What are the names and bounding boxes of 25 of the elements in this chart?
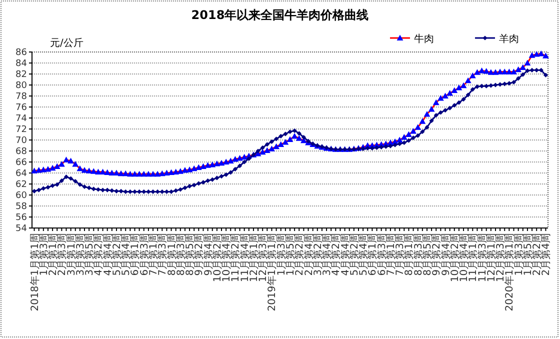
- y-tick-label: 62: [16, 180, 27, 190]
- x-tick-label: 6月第3周: [138, 233, 150, 276]
- y-tick-label: 58: [16, 202, 28, 212]
- y-tick-label: 82: [16, 70, 27, 80]
- y-tick-label: 60: [16, 191, 28, 201]
- y-tick-label: 66: [16, 158, 28, 168]
- y-tick-label: 78: [16, 92, 28, 102]
- y-tick-label: 74: [16, 114, 28, 124]
- y-tick-label: 68: [16, 147, 28, 157]
- y-tick-label: 72: [16, 125, 27, 135]
- legend-label: 羊肉: [499, 33, 519, 45]
- y-tick-label: 84: [16, 59, 28, 69]
- y-tick-label: 76: [16, 103, 28, 113]
- chart-title: 2018年以来全国牛羊肉价格曲线: [191, 8, 369, 22]
- x-tick-label: 1月第5周: [284, 233, 296, 276]
- x-tick-label: 1月第3周: [275, 233, 288, 276]
- y-tick-label: 86: [16, 48, 28, 58]
- y-tick-label: 54: [16, 224, 28, 234]
- legend-label: 牛肉: [414, 33, 434, 45]
- y-tick-label: 64: [16, 169, 28, 179]
- y-tick-label: 56: [16, 213, 28, 223]
- y-axis-title: 元/公斤: [50, 37, 84, 49]
- y-tick-label: 70: [16, 136, 28, 146]
- y-tick-label: 80: [16, 81, 28, 91]
- x-tick-label: 2月第4周: [540, 233, 552, 276]
